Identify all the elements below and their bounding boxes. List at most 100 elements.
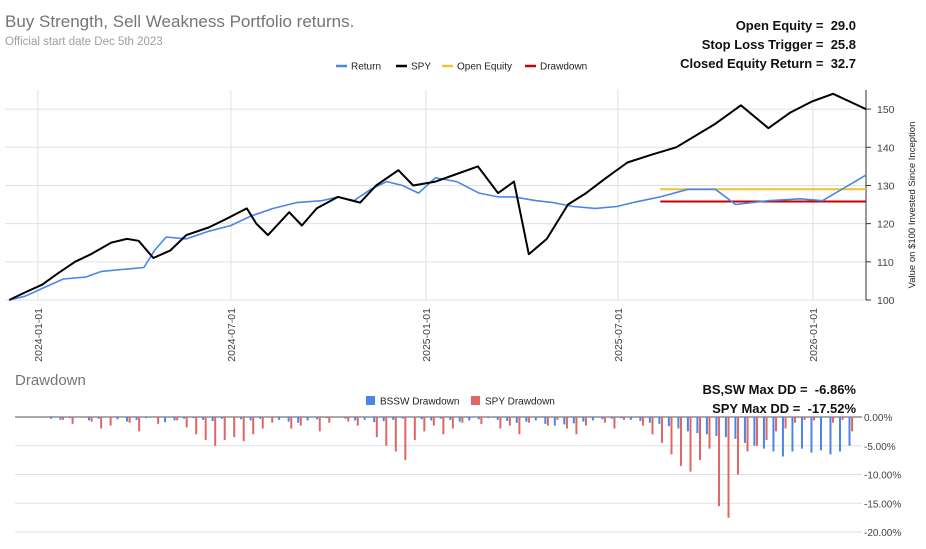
bssw-dd-bar [496, 417, 499, 420]
bssw-dd-bar [610, 417, 613, 419]
spy-dd-bar [233, 417, 236, 438]
bssw-max-dd-label: BS,SW Max DD = [702, 382, 808, 397]
spy-dd-bar [423, 417, 426, 432]
spy-dd-bar [480, 417, 483, 424]
bssw-dd-bar [192, 417, 195, 419]
spy-dd-bar [347, 417, 350, 422]
dd-y-tick-label: -10.00% [864, 471, 901, 482]
closed-equity-value: 32.7 [830, 56, 856, 71]
bssw-dd-bar [145, 417, 148, 419]
dd-legend-swatch [366, 396, 375, 405]
y-tick-label: 130 [877, 180, 895, 192]
spy-dd-bar [813, 417, 816, 421]
x-tick-label: 2025-01-01 [421, 308, 433, 362]
spy-dd-bar [204, 417, 207, 440]
bssw-dd-bar [487, 417, 490, 419]
bssw-dd-bar [734, 417, 737, 439]
bssw-dd-bar [724, 417, 727, 438]
dd-y-tick-label: -15.00% [864, 499, 901, 510]
bssw-dd-bar [534, 417, 537, 421]
spy-dd-bar [699, 417, 701, 461]
bssw-dd-bar [553, 417, 556, 426]
y-tick-label: 100 [877, 295, 895, 307]
spy-dd-bar [765, 417, 768, 440]
dd-legend-label: BSSW Drawdown [380, 397, 459, 408]
dd-y-tick-label: -5.00% [864, 442, 896, 453]
spy-max-dd-value: -17.52% [807, 401, 856, 416]
chart-subtitle: Official start date Dec 5th 2023 [5, 36, 163, 48]
bssw-dd-bar [164, 417, 167, 423]
bssw-dd-bar [705, 417, 708, 435]
spy-dd-bar [556, 417, 559, 420]
bssw-dd-bar [800, 417, 803, 449]
bssw-dd-bar [316, 417, 319, 420]
chart-title: Buy Strength, Sell Weakness Portfolio re… [5, 12, 355, 31]
bssw-dd-bar [629, 417, 632, 420]
dd-y-tick-label: 0.00% [864, 413, 892, 424]
bssw-dd-bar [240, 417, 243, 420]
spy-dd-bar [62, 417, 65, 420]
spy-dd-bar [499, 417, 502, 429]
bssw-dd-bar [515, 417, 518, 423]
spy-dd-bar [679, 417, 682, 466]
bssw-dd-bar [373, 417, 376, 423]
bssw-dd-bar [677, 417, 680, 429]
bssw-dd-bar [183, 417, 186, 419]
open-equity-stat: Open Equity = 29.0 [736, 18, 856, 33]
bssw-dd-bar [563, 417, 566, 425]
bssw-dd-bar [249, 417, 252, 421]
bssw-dd-bar [278, 417, 281, 420]
spy-dd-bar [318, 417, 321, 432]
spy-dd-bar [375, 417, 378, 438]
spy-dd-bar [565, 417, 568, 429]
bssw-dd-bar [468, 417, 471, 421]
spy-dd-bar [784, 417, 787, 429]
spy-dd-bar [242, 417, 245, 442]
bssw-dd-bar [173, 417, 176, 421]
spy-dd-bar [90, 417, 93, 422]
x-tick-label: 2024-01-01 [33, 308, 45, 362]
spy-dd-bar [394, 417, 397, 452]
spy-dd-bar [385, 417, 388, 446]
bssw-dd-bar [363, 417, 366, 420]
stop-loss-value: 25.8 [830, 37, 856, 52]
spy-dd-bar [138, 417, 141, 432]
bssw-dd-bar [458, 417, 461, 422]
spy-dd-bar [708, 417, 711, 449]
spy-max-dd-label: SPY Max DD = [712, 401, 801, 416]
bssw-dd-bar [221, 417, 224, 419]
spy-dd-bar [756, 417, 759, 446]
x-tick-label: 2026-01-01 [808, 308, 820, 362]
spy-dd-bar [442, 417, 445, 435]
spy-dd-bar [613, 417, 616, 429]
bssw-dd-bar [344, 417, 347, 419]
spy-dd-bar [432, 417, 435, 426]
spy-dd-bar [195, 417, 198, 435]
bssw-dd-bar [810, 417, 813, 453]
spy-dd-bar [727, 417, 730, 518]
spy-dd-bar [851, 417, 854, 432]
dd-legend-label: SPY Drawdown [485, 397, 555, 408]
spy-dd-bar [575, 417, 578, 435]
bssw-dd-bar [287, 417, 290, 422]
legend-label: Return [351, 62, 381, 73]
spy-dd-bar [603, 417, 606, 423]
bssw-max-dd-value: -6.86% [814, 382, 856, 397]
bssw-dd-bar [829, 417, 832, 455]
drawdown-title: Drawdown [15, 372, 86, 389]
y-tick-label: 120 [877, 219, 895, 231]
bssw-dd-bar [135, 417, 138, 420]
spy-dd-bar [737, 417, 740, 475]
open-equity-label: Open Equity = [735, 18, 824, 33]
open-equity-value: 29.0 [830, 18, 856, 33]
bssw-dd-bar [59, 417, 62, 420]
spy-dd-bar [527, 417, 530, 423]
bssw-dd-bar [572, 417, 575, 424]
dd-y-tick-label: -20.00% [864, 528, 901, 539]
bssw-dd-bar [772, 417, 775, 452]
bssw-dd-bar [648, 417, 651, 423]
spy-dd-bar [660, 417, 663, 443]
bssw-dd-bar [259, 417, 262, 419]
bssw-dd-bar [439, 417, 442, 419]
spy-dd-bar [223, 417, 226, 440]
